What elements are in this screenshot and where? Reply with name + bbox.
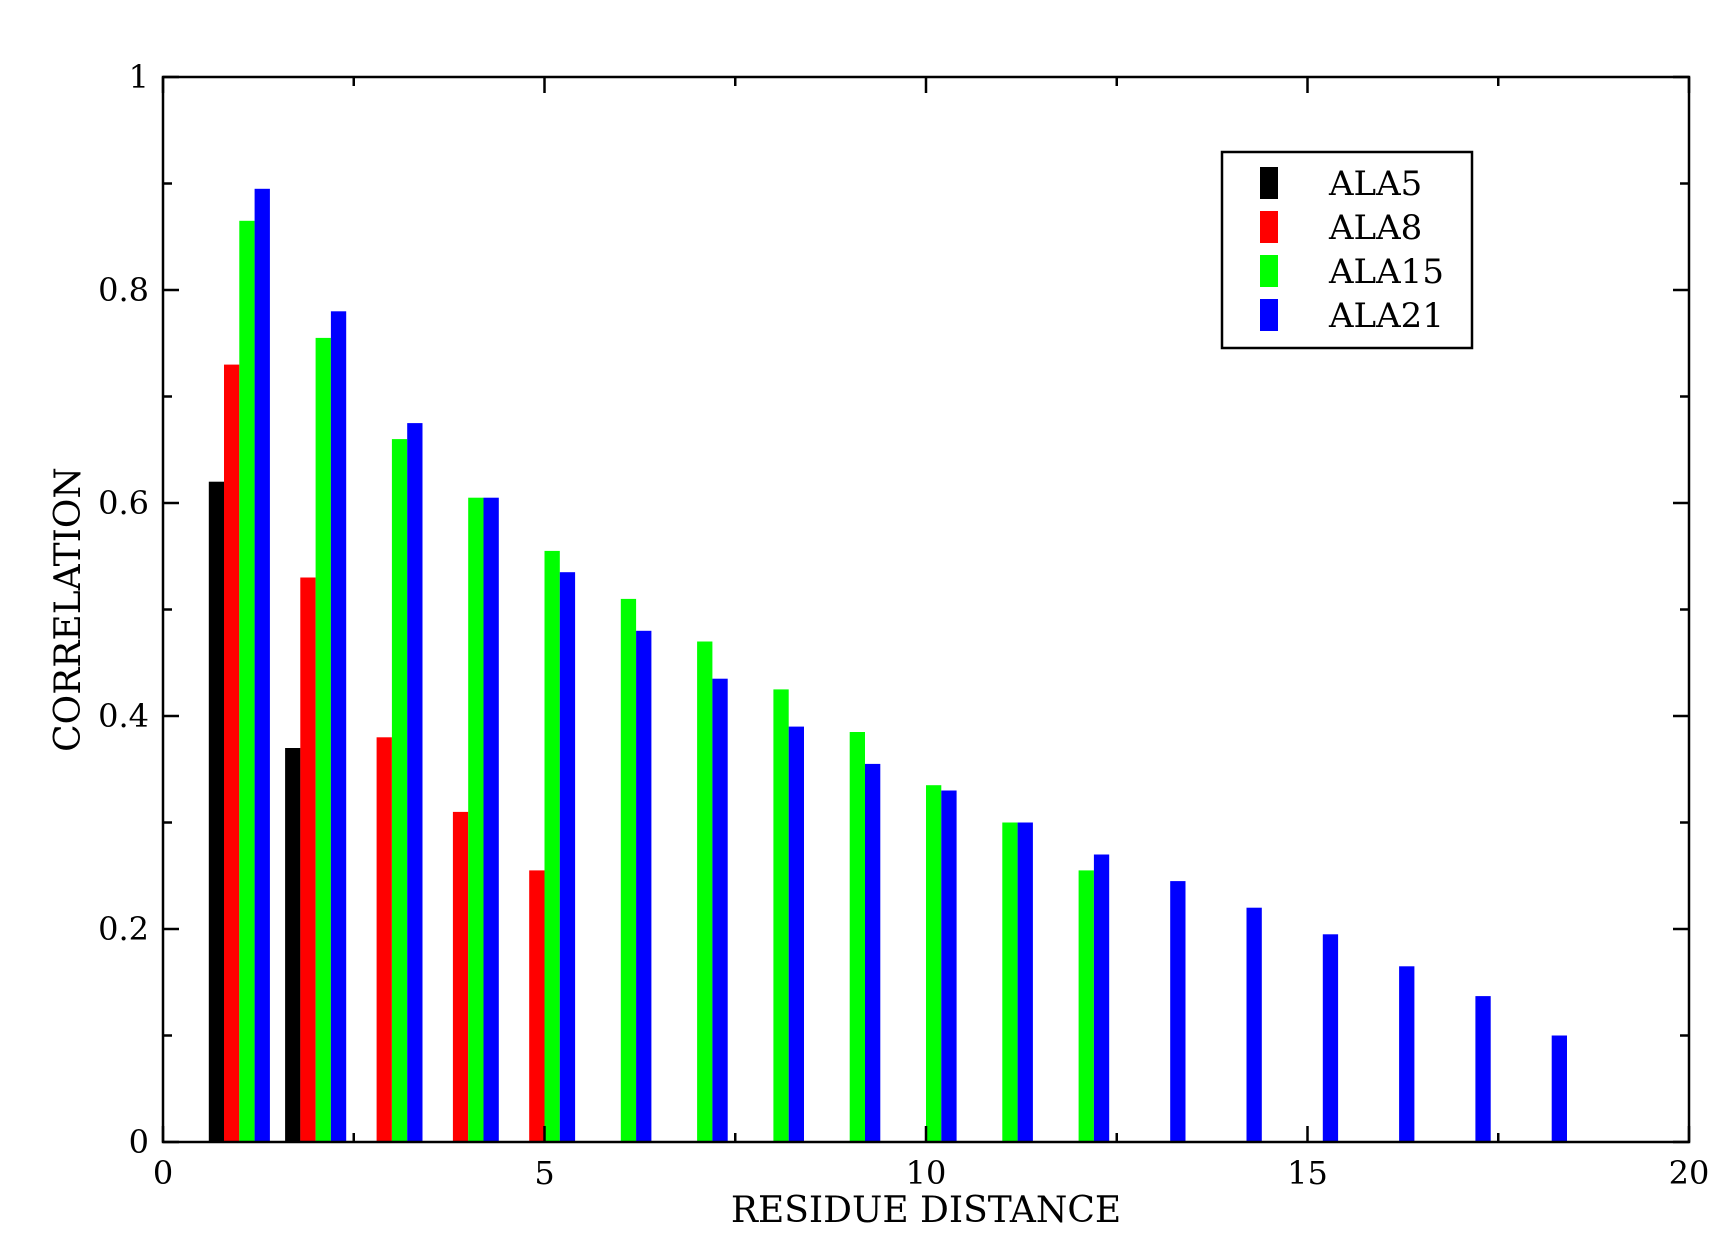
x-tick-label: 15 xyxy=(1287,1154,1328,1192)
bar-ala21-2 xyxy=(330,311,347,1142)
bar-ala21-8 xyxy=(788,726,804,1142)
bar-ala15-2 xyxy=(315,337,331,1142)
y-tick-label: 0 xyxy=(129,1123,149,1161)
bar-ala21-17 xyxy=(1475,996,1491,1142)
legend-label-ala21: ALA21 xyxy=(1328,296,1444,336)
bar-ala21-14 xyxy=(1246,907,1262,1142)
bar-ala8-5 xyxy=(529,870,545,1142)
bar-ala21-10 xyxy=(941,790,957,1142)
bar-ala8-1 xyxy=(224,364,240,1143)
bar-ala8-2 xyxy=(300,577,316,1142)
bar-ala15-3 xyxy=(391,439,408,1143)
bar-ala8-3 xyxy=(376,737,392,1142)
y-tick-label: 0.8 xyxy=(98,271,149,309)
legend-swatch-ala5 xyxy=(1260,167,1278,199)
bar-ala21-4 xyxy=(483,497,499,1142)
bar-ala21-6 xyxy=(636,630,652,1142)
legend-swatch-ala21 xyxy=(1260,299,1278,331)
bar-ala21-18 xyxy=(1551,1035,1567,1142)
legend-label-ala15: ALA15 xyxy=(1328,252,1444,292)
bar-ala21-15 xyxy=(1322,934,1339,1142)
bar-ala21-7 xyxy=(712,678,728,1142)
bar-ala21-13 xyxy=(1170,881,1186,1142)
bar-ala15-7 xyxy=(697,641,713,1142)
bar-ala21-9 xyxy=(865,763,881,1142)
y-tick-label: 1 xyxy=(129,58,149,96)
bar-ala21-1 xyxy=(254,188,270,1143)
x-tick-label: 0 xyxy=(153,1154,173,1192)
bar-ala21-11 xyxy=(1017,822,1033,1142)
x-tick-label: 10 xyxy=(906,1154,947,1192)
bars-group xyxy=(208,188,1567,1143)
y-tick-label: 0.4 xyxy=(98,697,149,735)
y-tick-label: 0.6 xyxy=(98,484,149,522)
ticks-group xyxy=(161,75,1691,1144)
bar-ala15-1 xyxy=(239,220,255,1143)
bar-ala21-3 xyxy=(407,423,423,1143)
tick-labels-group: 0 5 10 15 20 0 0.2 0.4 0.6 0.8 1 xyxy=(98,58,1709,1192)
legend-label-ala5: ALA5 xyxy=(1328,164,1422,204)
bar-ala15-11 xyxy=(1002,822,1018,1142)
bar-ala15-4 xyxy=(468,497,484,1142)
bar-ala15-6 xyxy=(620,598,637,1142)
bar-ala15-9 xyxy=(849,732,865,1142)
bar-ala21-5 xyxy=(559,572,576,1142)
bar-ala5-1 xyxy=(208,481,225,1142)
bar-ala5-2 xyxy=(285,748,301,1142)
bar-ala15-12 xyxy=(1078,870,1094,1142)
bar-ala15-8 xyxy=(773,689,789,1142)
bar-ala15-5 xyxy=(544,550,560,1142)
legend-swatch-ala8 xyxy=(1260,211,1278,243)
bar-ala8-4 xyxy=(452,811,469,1142)
bar-ala21-12 xyxy=(1093,854,1110,1142)
x-tick-label: 20 xyxy=(1669,1154,1710,1192)
x-axis-label: RESIDUE DISTANCE xyxy=(731,1190,1121,1231)
legend-label-ala8: ALA8 xyxy=(1328,208,1422,248)
bar-ala21-16 xyxy=(1399,966,1415,1142)
bar-ala15-10 xyxy=(926,785,942,1142)
y-axis-label: CORRELATION xyxy=(48,467,89,752)
y-tick-label: 0.2 xyxy=(98,910,149,948)
legend-swatch-ala15 xyxy=(1260,255,1278,287)
x-tick-label: 5 xyxy=(534,1154,554,1192)
